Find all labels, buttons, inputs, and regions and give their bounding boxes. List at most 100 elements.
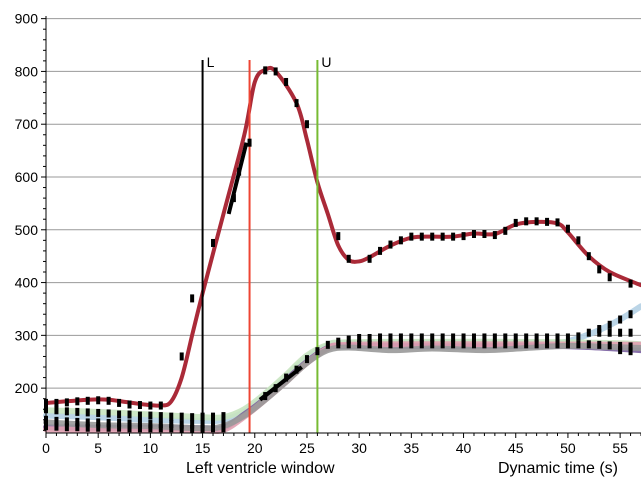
data-point — [158, 412, 163, 421]
data-point — [576, 340, 581, 349]
data-point — [565, 333, 570, 342]
data-point — [148, 411, 153, 420]
data-point — [148, 420, 153, 429]
data-point — [586, 252, 591, 261]
data-point — [461, 340, 466, 349]
data-point — [211, 412, 216, 421]
data-point — [628, 347, 633, 356]
data-point — [628, 310, 633, 319]
series-line — [44, 65, 641, 408]
data-point — [430, 333, 435, 342]
data-point — [607, 341, 612, 350]
x-tick-label: 40 — [456, 440, 472, 456]
data-point — [534, 340, 539, 349]
data-point — [440, 232, 445, 241]
data-point — [419, 333, 424, 342]
data-point — [565, 340, 570, 349]
data-point — [482, 340, 487, 349]
data-point — [482, 230, 487, 239]
x-tick-label: 5 — [94, 440, 102, 456]
data-point — [586, 328, 591, 337]
data-point — [378, 340, 383, 349]
data-point — [430, 340, 435, 349]
data-point — [492, 231, 497, 240]
data-point — [545, 340, 550, 349]
data-point — [263, 392, 268, 401]
data-point — [357, 333, 362, 342]
data-point — [54, 406, 59, 415]
data-point — [75, 423, 80, 432]
y-tick-label: 800 — [15, 63, 39, 79]
data-point — [409, 340, 414, 349]
data-point — [127, 400, 132, 409]
data-point — [628, 328, 633, 337]
data-point — [263, 66, 268, 75]
data-point — [211, 420, 216, 429]
y-tick-label: 200 — [15, 380, 39, 396]
data-point — [336, 232, 341, 241]
data-point — [565, 224, 570, 233]
x-tick-label: 10 — [143, 440, 159, 456]
data-point — [597, 340, 602, 349]
data-point — [378, 246, 383, 255]
data-point — [190, 294, 195, 303]
data-point — [148, 424, 153, 433]
data-point — [304, 120, 309, 129]
axes: 200 300 400 500 600 700 800 900 0 5 10 15 20 25 30 35 40… — [15, 11, 641, 456]
data-point — [169, 412, 174, 421]
y-tick-label: 500 — [15, 222, 39, 238]
data-point — [492, 333, 497, 342]
data-point — [158, 424, 163, 433]
data-point — [304, 355, 309, 364]
data-point — [618, 346, 623, 355]
x-tick-label: 20 — [247, 440, 263, 456]
data-point — [367, 340, 372, 349]
data-point — [357, 340, 362, 349]
data-point — [158, 401, 163, 410]
data-point — [106, 409, 111, 418]
data-point — [545, 333, 550, 342]
data-point — [200, 412, 205, 421]
data-point — [419, 232, 424, 241]
data-point — [367, 333, 372, 342]
data-point — [137, 401, 142, 410]
window-label: Left ventricle window — [186, 460, 335, 477]
data-point — [294, 365, 299, 374]
highlight-segment — [226, 142, 249, 215]
data-point — [597, 328, 602, 337]
data-point — [398, 333, 403, 342]
data-point — [211, 424, 216, 433]
data-point — [64, 423, 69, 432]
data-point — [85, 396, 90, 405]
data-point — [618, 341, 623, 350]
data-point — [451, 333, 456, 342]
data-point — [64, 398, 69, 407]
data-point — [607, 273, 612, 282]
data-point — [471, 333, 476, 342]
data-point — [513, 340, 518, 349]
data-point — [96, 396, 101, 405]
data-point — [117, 423, 122, 432]
data-point — [524, 217, 529, 226]
data-point — [628, 342, 633, 351]
data-point — [221, 419, 226, 428]
data-point — [54, 422, 59, 431]
data-point — [503, 333, 508, 342]
data-point — [430, 232, 435, 241]
data-point — [169, 424, 174, 433]
data-point — [607, 328, 612, 337]
data-point — [503, 226, 508, 235]
data-point — [545, 217, 550, 226]
data-point — [179, 412, 184, 421]
data-point — [137, 419, 142, 428]
data-point — [284, 77, 289, 86]
x-tick-label: 30 — [351, 440, 367, 456]
grid-lines — [46, 18, 641, 389]
y-tick-label: 900 — [15, 11, 39, 27]
data-point — [117, 398, 122, 407]
data-point — [597, 265, 602, 274]
data-point — [451, 340, 456, 349]
data-point — [555, 218, 560, 227]
data-point — [211, 238, 216, 247]
